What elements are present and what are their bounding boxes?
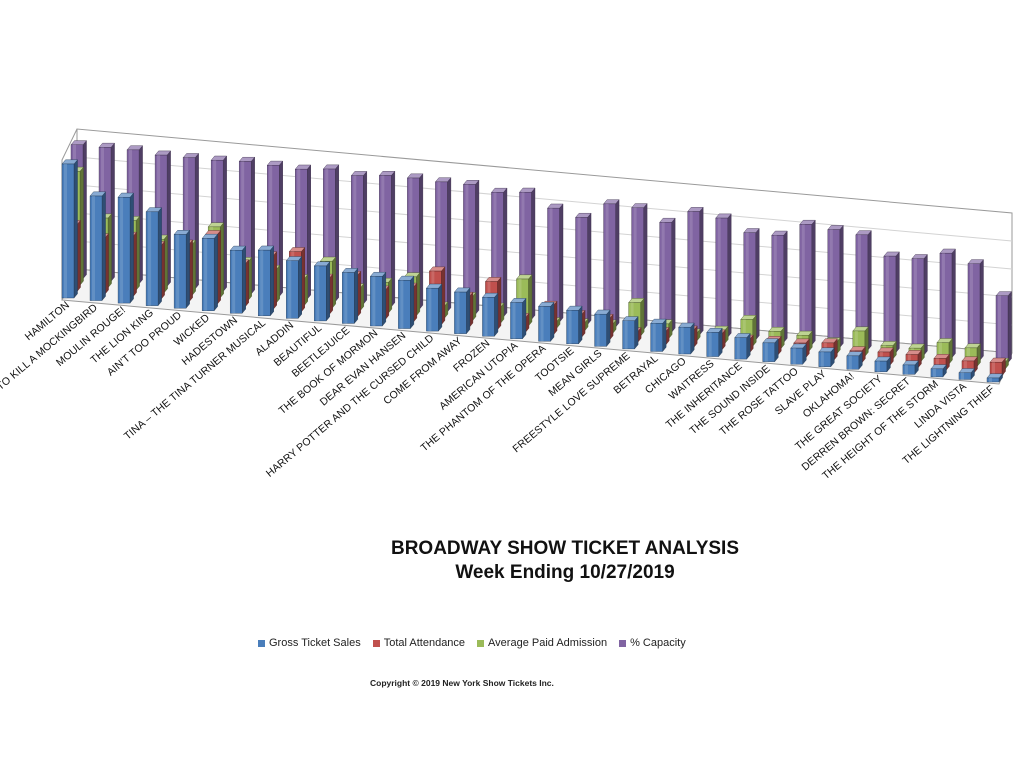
legend-swatch [258, 639, 265, 647]
legend-entry: Gross Ticket Sales [258, 637, 361, 649]
bar-gross-ticket-sales-33 [986, 373, 1003, 383]
bar-gross-ticket-sales-29 [874, 356, 891, 373]
bar-gross-ticket-sales-22 [678, 322, 695, 355]
chart-title: BROADWAY SHOW TICKET ANALYSIS [390, 538, 740, 559]
bar--capacity-30 [911, 253, 928, 356]
bar-gross-ticket-sales-24 [734, 332, 751, 360]
bar-gross-ticket-sales-20 [622, 316, 639, 350]
bar-gross-ticket-sales-3 [145, 207, 163, 307]
bar-gross-ticket-sales-23 [706, 327, 723, 358]
legend-swatch [619, 639, 627, 647]
chart-subtitle: Week Ending 10/27/2019 [455, 562, 675, 583]
copyright-notice: Copyright © 2019 New York Show Tickets I… [370, 678, 554, 688]
bar-gross-ticket-sales-5 [201, 233, 219, 312]
legend-entry: % Capacity [619, 637, 686, 649]
chart-bars [61, 140, 1012, 383]
bar--capacity-17 [547, 203, 564, 323]
bar--capacity-22 [687, 206, 704, 336]
bar--capacity-21 [659, 217, 676, 333]
bar-gross-ticket-sales-10 [341, 267, 359, 325]
legend-label: Average Paid Admission [488, 637, 608, 649]
bar-gross-ticket-sales-27 [818, 347, 835, 368]
bar-gross-ticket-sales-26 [790, 343, 807, 365]
bar-gross-ticket-sales-30 [902, 360, 919, 375]
legend-entry: Average Paid Admission [477, 637, 607, 649]
bar-gross-ticket-sales-14 [453, 287, 471, 335]
legend-label: % Capacity [630, 637, 686, 649]
bar-gross-ticket-sales-16 [510, 297, 527, 340]
bar--capacity-29 [883, 251, 900, 354]
bar-gross-ticket-sales-9 [313, 261, 331, 322]
bar--capacity-24 [743, 227, 760, 341]
legend-swatch [372, 639, 380, 647]
bar--capacity-14 [462, 179, 480, 315]
bar-gross-ticket-sales-12 [397, 275, 415, 330]
bar-gross-ticket-sales-18 [566, 305, 583, 345]
bar-gross-ticket-sales-1 [89, 191, 106, 302]
bar--capacity-23 [715, 213, 732, 338]
bar-gross-ticket-sales-8 [285, 255, 303, 319]
bar-gross-ticket-sales-28 [846, 351, 863, 370]
bar-total-attendance-33 [989, 357, 1006, 377]
legend-label: Gross Ticket Sales [269, 637, 361, 649]
bar-gross-ticket-sales-21 [650, 318, 667, 353]
bar-gross-ticket-sales-7 [257, 245, 275, 317]
bar--capacity-31 [939, 248, 956, 359]
bar--capacity-19 [603, 199, 620, 328]
bar-gross-ticket-sales-6 [229, 245, 247, 314]
bar--capacity-32 [967, 259, 984, 361]
bar-gross-ticket-sales-2 [117, 192, 134, 304]
bar--capacity-28 [855, 230, 872, 351]
legend-swatch [477, 639, 485, 647]
bar-gross-ticket-sales-13 [425, 283, 443, 332]
bar-gross-ticket-sales-15 [482, 292, 499, 337]
bar-gross-ticket-sales-19 [594, 309, 611, 347]
gridline [76, 156, 1013, 242]
legend-label: Total Attendance [383, 637, 466, 649]
chart-legend: Gross Ticket Sales Total Attendance Averag… [258, 635, 686, 651]
bar-gross-ticket-sales-31 [930, 364, 947, 378]
bar--capacity-18 [575, 212, 592, 326]
bar-gross-ticket-sales-17 [538, 301, 555, 342]
bar--capacity-27 [827, 224, 844, 349]
bar-gross-ticket-sales-11 [369, 271, 387, 327]
bar--capacity-33 [995, 291, 1012, 364]
bar--capacity-26 [799, 219, 816, 346]
bar--capacity-25 [771, 230, 788, 343]
bar-gross-ticket-sales-32 [958, 368, 975, 381]
bar-gross-ticket-sales-0 [61, 159, 78, 299]
bar-gross-ticket-sales-4 [173, 229, 191, 309]
bar-gross-ticket-sales-25 [762, 338, 779, 363]
legend-entry: Total Attendance [372, 637, 466, 649]
